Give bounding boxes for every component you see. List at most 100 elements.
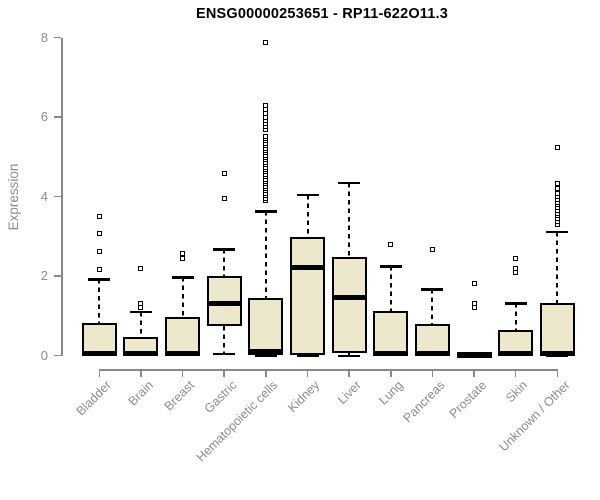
median-hematopoietic-cells <box>248 349 284 355</box>
x-tick <box>98 369 101 377</box>
outlier-point-bladder <box>96 214 102 220</box>
x-tick-label-prostate: Prostate <box>446 378 489 421</box>
whisker-upper-liver <box>348 182 351 257</box>
whisker-cap-upper-skin <box>504 302 527 305</box>
x-tick <box>306 369 309 377</box>
outlier-point-bladder <box>96 266 102 272</box>
outlier-point-brain <box>138 300 144 306</box>
whisker-cap-upper-hematopoietic-cells <box>254 210 277 213</box>
y-tick <box>54 354 61 357</box>
outlier-point-hematopoietic-cells <box>263 103 269 109</box>
outlier-point-prostate <box>471 280 477 286</box>
y-tick <box>54 116 61 118</box>
whisker-cap-lower-gastric <box>213 352 236 355</box>
whisker-upper-skin <box>514 303 517 330</box>
whisker-cap-upper-gastric <box>213 248 236 251</box>
x-tick-label-skin: Skin <box>503 378 531 406</box>
x-tick-label-bladder: Bladder <box>73 378 115 419</box>
box-liver <box>331 256 367 354</box>
y-tick <box>54 36 61 39</box>
median-pancreas <box>414 351 450 357</box>
x-tick <box>514 369 517 377</box>
y-tick-label: 8 <box>40 29 48 45</box>
outlier-point-skin <box>513 270 519 276</box>
x-tick-label-kidney: Kidney <box>285 378 323 415</box>
whisker-cap-lower-kidney <box>296 354 319 357</box>
whisker-lower-liver <box>348 353 351 356</box>
box-lung <box>373 310 409 356</box>
chart-title: ENSG00000253651 - RP11-622O11.3 <box>195 6 449 22</box>
outlier-point-breast <box>180 256 186 262</box>
whisker-upper-unknown-other <box>556 231 559 303</box>
x-tick-label-brain: Brain <box>125 378 156 409</box>
whisker-upper-brain <box>139 311 142 337</box>
whisker-upper-hematopoietic-cells <box>264 211 267 298</box>
outlier-point-unknown-other <box>554 180 560 186</box>
outlier-point-unknown-other <box>554 144 560 150</box>
x-tick <box>265 369 267 377</box>
x-tick-label-pancreas: Pancreas <box>400 378 448 426</box>
whisker-upper-pancreas <box>431 289 434 324</box>
outlier-point-hematopoietic-cells <box>263 40 269 46</box>
x-tick <box>223 369 225 377</box>
x-tick <box>431 369 434 377</box>
outlier-point-pancreas <box>429 246 435 252</box>
whisker-cap-upper-unknown-other <box>546 230 569 234</box>
x-tick <box>390 369 392 377</box>
outlier-point-bladder <box>96 230 102 236</box>
whisker-upper-bladder <box>98 279 101 323</box>
whisker-cap-upper-brain <box>129 310 152 314</box>
whisker-cap-lower-liver <box>338 354 361 357</box>
outlier-point-gastric <box>221 170 227 176</box>
outlier-point-skin <box>513 255 519 261</box>
y-tick-label: 2 <box>40 268 48 283</box>
x-tick-label-breast: Breast <box>162 378 198 414</box>
median-prostate <box>456 352 492 358</box>
outlier-point-lung <box>388 241 394 247</box>
x-tick <box>140 369 142 377</box>
outlier-point-gastric <box>221 195 227 201</box>
box-skin <box>498 329 534 356</box>
median-bladder <box>81 351 117 356</box>
outlier-point-breast <box>180 251 186 257</box>
x-tick <box>181 369 184 377</box>
x-axis-line <box>99 369 558 371</box>
outlier-point-prostate <box>471 301 477 307</box>
median-unknown-other <box>539 350 575 356</box>
whisker-cap-upper-bladder <box>88 278 111 281</box>
whisker-upper-gastric <box>223 249 226 276</box>
median-gastric <box>206 300 242 306</box>
outlier-point-brain <box>138 266 144 272</box>
median-liver <box>331 294 367 300</box>
whisker-lower-gastric <box>223 326 226 354</box>
y-tick-label: 0 <box>40 347 48 363</box>
median-brain <box>123 351 159 357</box>
median-kidney <box>290 265 325 271</box>
x-tick <box>556 369 559 377</box>
outlier-point-unknown-other <box>554 190 560 196</box>
y-tick-label: 4 <box>40 188 48 204</box>
whisker-cap-upper-liver <box>338 181 361 185</box>
whisker-cap-lower-unknown-other <box>546 354 569 357</box>
outlier-point-skin <box>513 265 519 271</box>
whisker-upper-kidney <box>306 194 309 238</box>
x-tick <box>473 369 475 377</box>
x-tick <box>348 369 350 377</box>
x-tick-label-hematopoietic-cells: Hematopoietic cells <box>194 378 281 465</box>
box-kidney <box>290 237 325 355</box>
whisker-cap-upper-pancreas <box>421 288 444 291</box>
whisker-cap-upper-breast <box>171 276 194 279</box>
whisker-upper-lung <box>389 266 392 311</box>
x-tick-label-lung: Lung <box>376 378 406 408</box>
x-tick-label-liver: Liver <box>334 378 365 408</box>
outlier-point-hematopoietic-cells <box>263 133 269 139</box>
whisker-upper-breast <box>181 277 184 317</box>
box-unknown-other <box>539 302 575 355</box>
outlier-point-bladder <box>96 249 102 255</box>
whisker-cap-lower-hematopoietic-cells <box>254 354 277 357</box>
y-tick <box>54 275 61 277</box>
box-breast <box>165 316 201 356</box>
y-axis-line <box>61 37 63 356</box>
whisker-cap-upper-lung <box>379 265 402 268</box>
